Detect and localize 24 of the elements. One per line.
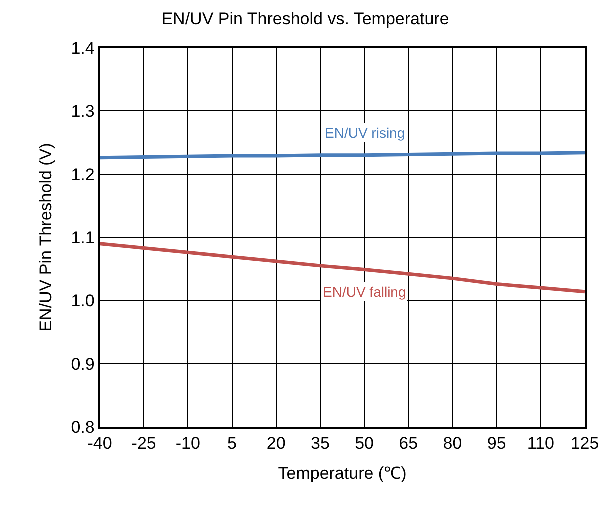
x-tick-label: 5 [228,434,238,454]
x-tick-label: -40 [88,434,112,454]
x-tick-label: -10 [176,434,200,454]
y-tick-label: 1.0 [71,292,95,311]
x-tick-label: 35 [310,434,330,454]
x-tick-label: 125 [570,434,600,454]
x-axis-title: Temperature (℃) [278,464,407,484]
y-tick-label: 0.9 [71,354,95,374]
series-label: EN/UV falling [323,284,406,300]
y-axis-title: EN/UV Pin Threshold (V) [36,143,56,332]
chart-title: EN/UV Pin Threshold vs. Temperature [162,10,450,29]
y-tick-label: 1.1 [71,228,95,248]
y-tick-label: 1.4 [71,38,95,58]
x-tick-label: 80 [443,434,462,454]
x-tick-label: 95 [487,434,506,454]
x-tick-label: -25 [132,434,156,454]
x-tick-label: 65 [399,434,418,454]
x-tick-label: 110 [527,434,554,454]
x-tick-label: 20 [266,434,286,454]
y-tick-label: 0.8 [71,418,95,437]
series-label: EN/UV rising [325,125,406,141]
y-tick-label: 1.3 [71,102,95,122]
x-tick-label: 50 [355,434,374,454]
y-tick-label: 1.2 [71,165,95,184]
